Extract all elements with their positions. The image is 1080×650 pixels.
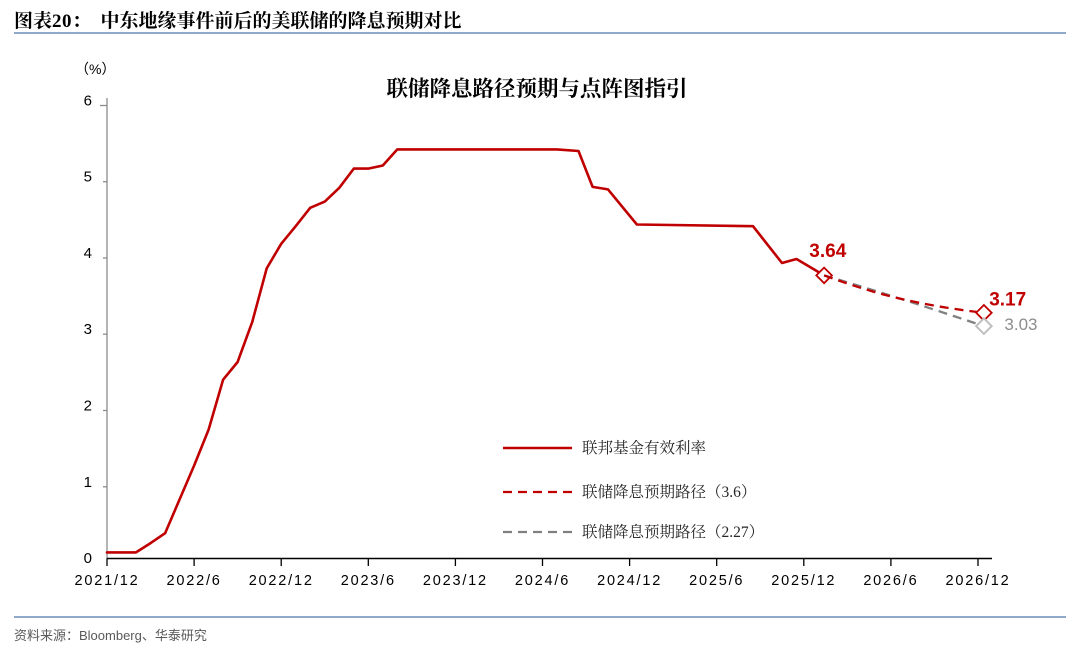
svg-text:2023/6: 2023/6: [341, 573, 396, 589]
svg-text:4: 4: [84, 245, 92, 262]
svg-text:2022/6: 2022/6: [167, 573, 222, 589]
svg-text:2025/6: 2025/6: [689, 573, 744, 589]
svg-text:0: 0: [84, 550, 92, 567]
svg-text:2: 2: [84, 398, 92, 415]
svg-text:2022/12: 2022/12: [249, 573, 314, 589]
svg-text:2024/6: 2024/6: [515, 573, 570, 589]
svg-text:2026/6: 2026/6: [863, 573, 918, 589]
svg-text:3.17: 3.17: [989, 290, 1026, 311]
svg-text:2026/12: 2026/12: [945, 573, 1010, 589]
svg-text:2023/12: 2023/12: [423, 573, 488, 589]
svg-text:2021/12: 2021/12: [74, 573, 139, 589]
svg-text:联邦基金有效利率: 联邦基金有效利率: [582, 439, 706, 457]
svg-text:3.64: 3.64: [809, 241, 846, 262]
svg-text:2024/12: 2024/12: [597, 573, 662, 589]
svg-text:5: 5: [84, 169, 92, 186]
svg-text:3: 3: [84, 321, 92, 338]
svg-text:1: 1: [84, 474, 92, 491]
svg-text:3.03: 3.03: [1004, 315, 1037, 334]
svg-text:2025/12: 2025/12: [771, 573, 836, 589]
svg-text:联储降息预期路径（3.6）: 联储降息预期路径（3.6）: [582, 483, 756, 501]
svg-text:（%）: （%）: [75, 61, 115, 77]
svg-text:联储降息路径预期与点阵图指引: 联储降息路径预期与点阵图指引: [386, 77, 687, 101]
svg-text:联储降息预期路径（2.27）: 联储降息预期路径（2.27）: [582, 523, 764, 541]
svg-text:6: 6: [84, 93, 92, 110]
